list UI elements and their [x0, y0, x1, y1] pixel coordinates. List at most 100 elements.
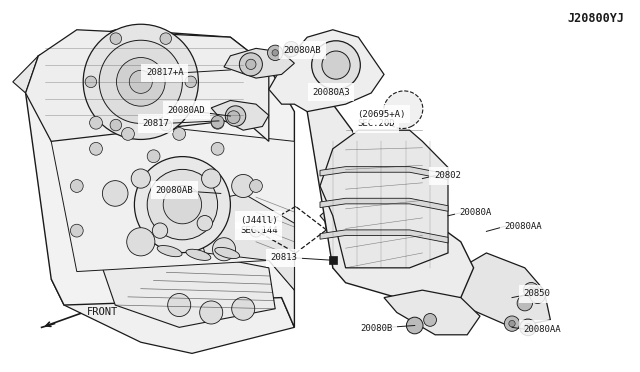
Circle shape: [232, 174, 255, 198]
Polygon shape: [320, 205, 371, 238]
Circle shape: [268, 45, 283, 61]
Circle shape: [83, 24, 198, 140]
Circle shape: [99, 40, 182, 124]
Polygon shape: [448, 253, 550, 327]
Polygon shape: [320, 167, 448, 180]
Circle shape: [152, 223, 168, 238]
Text: 20080AD: 20080AD: [168, 106, 205, 115]
Text: 20080AA: 20080AA: [524, 325, 561, 334]
Circle shape: [524, 324, 532, 331]
Circle shape: [129, 70, 152, 93]
Circle shape: [212, 238, 236, 261]
Circle shape: [110, 33, 122, 44]
Circle shape: [504, 316, 520, 331]
Text: 20813: 20813: [271, 253, 298, 262]
Ellipse shape: [186, 249, 211, 260]
Circle shape: [70, 224, 83, 237]
Circle shape: [131, 169, 150, 188]
Polygon shape: [51, 279, 294, 353]
Circle shape: [322, 51, 350, 79]
Circle shape: [211, 142, 224, 155]
Circle shape: [160, 119, 172, 131]
Polygon shape: [384, 290, 480, 335]
Circle shape: [246, 59, 256, 70]
Circle shape: [225, 106, 246, 126]
Polygon shape: [333, 238, 410, 283]
Circle shape: [381, 267, 391, 278]
Polygon shape: [307, 82, 474, 305]
Text: 20080B: 20080B: [360, 324, 392, 333]
Circle shape: [147, 150, 160, 163]
Circle shape: [211, 116, 224, 129]
Circle shape: [349, 244, 381, 276]
Text: 20080AA: 20080AA: [504, 222, 542, 231]
Polygon shape: [102, 253, 275, 327]
Circle shape: [520, 319, 536, 336]
Text: (20695+A): (20695+A): [357, 110, 406, 119]
Circle shape: [334, 210, 357, 233]
Ellipse shape: [215, 247, 239, 259]
Circle shape: [517, 295, 532, 311]
Circle shape: [110, 119, 122, 131]
Text: 20080AB: 20080AB: [284, 46, 321, 55]
Circle shape: [339, 267, 349, 278]
Circle shape: [272, 49, 278, 56]
Ellipse shape: [157, 246, 182, 257]
Polygon shape: [320, 230, 448, 243]
Circle shape: [90, 116, 102, 129]
Text: SEC.144: SEC.144: [240, 226, 278, 235]
Polygon shape: [13, 30, 128, 93]
Polygon shape: [26, 30, 269, 141]
Circle shape: [168, 294, 191, 317]
Circle shape: [127, 228, 155, 256]
Circle shape: [134, 157, 230, 253]
Circle shape: [288, 46, 294, 52]
Text: 20817: 20817: [142, 119, 169, 128]
Polygon shape: [224, 48, 294, 78]
Circle shape: [173, 128, 186, 140]
Polygon shape: [320, 130, 448, 268]
Ellipse shape: [383, 91, 423, 129]
Circle shape: [509, 320, 515, 327]
Circle shape: [200, 301, 223, 324]
Circle shape: [360, 231, 370, 241]
Text: 20080A: 20080A: [460, 208, 492, 217]
Text: (J44ll): (J44ll): [240, 216, 278, 225]
Circle shape: [339, 235, 390, 286]
Circle shape: [85, 76, 97, 87]
Circle shape: [90, 142, 102, 155]
Circle shape: [70, 180, 83, 192]
Text: 20850: 20850: [524, 289, 550, 298]
Circle shape: [160, 33, 172, 44]
Circle shape: [232, 297, 255, 320]
Polygon shape: [211, 100, 269, 130]
Circle shape: [197, 215, 212, 231]
Circle shape: [406, 317, 423, 334]
Polygon shape: [269, 30, 384, 112]
Text: FRONT: FRONT: [86, 307, 118, 317]
Circle shape: [250, 180, 262, 192]
Circle shape: [530, 288, 545, 304]
Circle shape: [116, 58, 165, 106]
Circle shape: [424, 314, 436, 326]
Text: 20080AB: 20080AB: [156, 186, 193, 195]
Text: 20817+A: 20817+A: [146, 68, 184, 77]
Text: 20802: 20802: [434, 171, 461, 180]
Circle shape: [528, 287, 534, 294]
Bar: [329, 256, 337, 264]
Circle shape: [185, 76, 196, 87]
Circle shape: [163, 185, 202, 224]
Circle shape: [102, 181, 128, 206]
Polygon shape: [192, 193, 294, 290]
Circle shape: [227, 111, 240, 124]
Circle shape: [147, 169, 218, 240]
Polygon shape: [26, 30, 294, 327]
Polygon shape: [51, 119, 294, 290]
Polygon shape: [320, 198, 448, 211]
Text: J20800YJ: J20800YJ: [567, 12, 624, 25]
Text: SEC.20D: SEC.20D: [357, 119, 395, 128]
Circle shape: [524, 282, 539, 298]
Circle shape: [211, 116, 224, 128]
Circle shape: [250, 224, 262, 237]
Circle shape: [122, 128, 134, 140]
